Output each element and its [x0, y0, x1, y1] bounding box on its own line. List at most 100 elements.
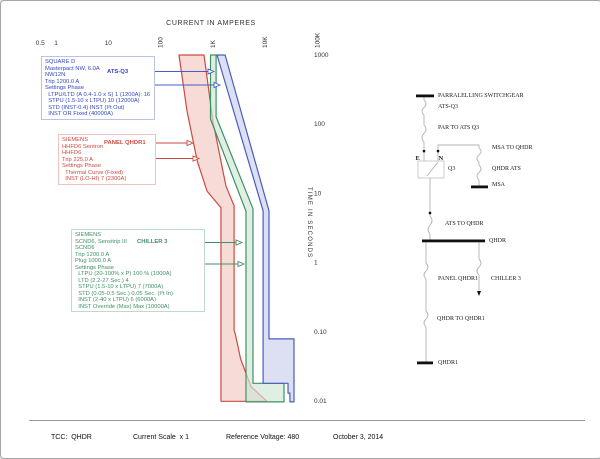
device-box-chiller-3-line-10: INST (2-40 x LTPU) 6 (6000A): [75, 297, 156, 303]
footer-divider: [29, 420, 585, 421]
y-tick-100: 100: [314, 121, 325, 128]
callout-arrowhead-0: [207, 68, 216, 75]
footer-current-scale: Current Scale x 1: [133, 434, 190, 441]
oneline-label-par-to-ats-q3: PAR TO ATS Q3: [438, 125, 480, 131]
device-box-ats-q3-line-0: SQUARE D: [45, 59, 76, 65]
device-box-panel-qhdr1-line-4: Settings Phase: [62, 163, 101, 169]
transfer-switch-blade: [426, 161, 439, 177]
x-tick-0.5: 0.5: [36, 40, 45, 47]
oneline-label-msa-to-qhdr: MSA TO QHDR: [492, 145, 533, 151]
device-box-chiller-3[interactable]: SIEMENS SCND6, Sensitrip III SCND6 Trip 120…: [71, 229, 205, 312]
device-box-ats-q3-line-4: Settings Phase: [45, 85, 84, 91]
oneline-label-qhdr1: QHDR1: [438, 359, 459, 366]
x-tick-100K: 100K: [315, 32, 322, 48]
y-axis-title: TIME IN SECONDS: [306, 187, 312, 258]
device-box-chiller-3-line-2: SCND6: [75, 245, 95, 251]
device-box-chiller-3-line-3: Trip 1200.0 A: [75, 251, 110, 258]
oneline-label-qhdr-to-qhdr1: QHDR TO QHDR1: [437, 315, 485, 322]
curve-ref-label-panel-qhdr1[interactable]: PANEL QHDR1: [104, 139, 146, 146]
device-box-chiller-3-line-1: SCND6, Sensitrip III: [75, 238, 127, 245]
cable-symbol-par-to-ats-q3[interactable]: [421, 124, 427, 143]
oneline-label-q3: Q3: [448, 165, 456, 172]
y-tick-10: 10: [314, 190, 322, 197]
curve-ref-label-ats-q3[interactable]: ATS-Q3: [107, 68, 129, 75]
bus-paralleling-switchgear[interactable]: [416, 94, 434, 98]
device-box-panel-qhdr1-line-3: Trip 225.0 A: [62, 156, 94, 163]
cable-symbol-ats-to-qhdr[interactable]: [427, 215, 433, 235]
device-box-chiller-3-line-5: Settings Phase: [75, 264, 114, 271]
device-box-chiller-3-line-0: SIEMENS: [75, 232, 102, 238]
bus-msa[interactable]: [471, 185, 488, 189]
device-box-panel-qhdr1[interactable]: SIEMENS HHFD6 Sentron HHFD6 Trip 225.0 A Set…: [58, 134, 156, 185]
chart-title: CURRENT IN AMPERES: [166, 20, 256, 27]
device-box-ats-q3-line-8: INST OR Fixed (40000A): [45, 111, 113, 117]
device-box-panel-qhdr1-line-2: HHFD6: [62, 150, 82, 156]
transfer-switch-box[interactable]: [417, 160, 445, 179]
connector: [437, 144, 480, 153]
oneline-buses: [416, 94, 488, 365]
load-arrow-chiller-3: [477, 291, 481, 296]
device-box-panel-qhdr1-line-6: INST (LO-HI) 7 (2300A): [62, 176, 127, 182]
curve-ref-label-chiller-3[interactable]: CHILLER 3: [137, 239, 168, 245]
oneline-label-qhdr-ats: QHDR ATS: [492, 165, 521, 172]
device-box-ats-q3-line-5: LTPU/LTD (A 0.4-1.0 x S) 1 (1200A): 16: [45, 91, 151, 98]
breaker-symbol-qhdr-ats[interactable]: [476, 164, 482, 181]
x-tick-1K: 1K: [210, 39, 217, 48]
device-box-chiller-3-line-11: INST Override (Max) Max (10000A): [75, 303, 170, 310]
oneline-label-ats-to-qhdr: ATS TO QHDR: [445, 220, 484, 227]
oneline-label-chiller-3: CHILLER 3: [491, 275, 521, 282]
bus-qhdr1[interactable]: [417, 361, 433, 365]
tcc-curves-layer: [178, 54, 295, 403]
oneline-label-e: E: [415, 155, 420, 162]
device-box-chiller-3-line-8: STPU (1.5-10 x LTPU) 7 (7000A): [75, 284, 164, 290]
oneline-label-parralelling-switchgear: PARRALELLING SWITCHGEAR: [438, 92, 524, 99]
footer-reference-voltage: Reference Voltage: 480: [226, 434, 300, 441]
footer-date: October 3, 2014: [333, 434, 384, 441]
device-box-chiller-3-line-4: Plug 1000.0 A: [75, 258, 112, 264]
callout-arrowhead-1: [213, 81, 222, 89]
tcc-curve-ats-q3[interactable]: [216, 54, 295, 403]
breaker-symbol-panel-qhdr1[interactable]: [423, 262, 429, 280]
oneline-label-panel-qhdr1: PANEL QHDR1: [438, 275, 479, 282]
breaker-symbol-chiller-3[interactable]: [476, 258, 482, 276]
oneline-connectors: [417, 97, 482, 362]
axis-ticks-layer: 0.5 1 10 100 1K 10K 100K 1000 100 10 1 0.10 0.01 TIME…: [36, 32, 329, 405]
oneline-label-n: N: [438, 155, 444, 162]
node-dot-normal: [436, 149, 440, 153]
device-box-chiller-3-line-6: LTPU (20-100% x P) 100 % (1000A): [75, 271, 172, 277]
breaker-symbol-ats-q3[interactable]: [421, 99, 427, 116]
callout-arrowhead-4: [235, 239, 244, 246]
y-tick-1000: 1000: [314, 52, 329, 59]
x-tick-10: 10: [105, 40, 113, 47]
oneline-diagram: [416, 94, 488, 365]
bus-qhdr[interactable]: [422, 239, 485, 243]
device-box-chiller-3-line-9: STD (0.05-0.5 Sec.) 0.05 Sec. (I²t In): [75, 290, 173, 297]
x-tick-10K: 10K: [262, 36, 269, 48]
cable-symbol-qhdr-to-qhdr1[interactable]: [423, 310, 429, 328]
x-tick-1: 1: [54, 40, 58, 47]
device-box-ats-q3-line-6: STPU (1.5-10 x LTPU) 10 (12000A): [45, 98, 140, 104]
device-box-ats-q3-line-7: STD (INST-0.4) INST (I²t Out): [45, 104, 125, 111]
callout-arrowhead-3: [192, 155, 201, 162]
y-tick-0.10: 0.10: [314, 329, 327, 336]
x-tick-100: 100: [158, 37, 165, 48]
device-box-panel-qhdr1-line-0: SIEMENS: [62, 137, 89, 143]
device-box-ats-q3-line-2: NW12N: [45, 72, 66, 78]
callout-arrowhead-2: [186, 139, 195, 147]
oneline-label-msa: MSA: [492, 182, 506, 188]
device-box-chiller-3-line-7: LTD (2.2-27 Sec.) 4: [75, 277, 129, 284]
device-box-panel-qhdr1-line-1: HHFD6 Sentron: [62, 143, 104, 150]
y-tick-1: 1: [314, 260, 318, 267]
oneline-label-qhdr: QHDR: [489, 237, 507, 244]
callout-arrowhead-5: [237, 260, 246, 268]
footer-tcc-name: TCC: QHDR: [51, 434, 92, 441]
device-box-panel-qhdr1-line-5: Thermal Curve (Fixed): [62, 169, 124, 176]
cable-symbol-msa-to-qhdr[interactable]: [476, 147, 482, 163]
node-dot-emergency: [422, 149, 426, 153]
device-box-ats-q3[interactable]: SQUARE D Masterpact NW, 6.0A NW12N Trip 120…: [41, 56, 155, 120]
oneline-label-ats-q3: ATS-Q3: [438, 104, 459, 110]
device-box-ats-q3-line-1: Masterpact NW, 6.0A: [45, 65, 100, 72]
node-dot-ats-out: [428, 211, 432, 215]
